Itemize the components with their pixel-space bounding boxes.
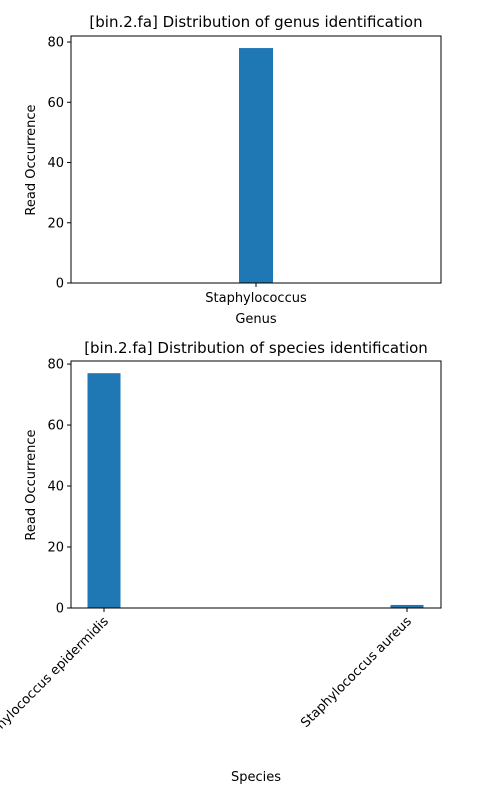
bar-staphylococcus-epidermidis [87,373,121,608]
y-tick-label: 80 [47,36,64,51]
plot-frame [70,360,442,609]
y-tick-label: 60 [47,419,64,434]
x-axis-label: Genus [235,312,277,327]
y-tick-label: 20 [47,216,64,231]
species-chart: [bin.2.fa] Distribution of species ident… [0,339,442,785]
y-axis-label: Read Occurrence [24,429,39,540]
y-tick-label: 20 [47,541,64,556]
bar-staphylococcus-aureus [390,604,424,608]
y-tick-label: 60 [47,96,64,111]
genus-bars: 0 20 40 60 80 Staphylococcus [47,36,307,306]
x-tick-label: Staphylococcus aureus [298,614,415,731]
x-tick-label: Staphylococcus [205,291,307,306]
y-tick-label: 40 [47,480,64,495]
y-tick-label: 0 [56,602,64,617]
genus-chart: [bin.2.fa] Distribution of genus identif… [24,13,442,327]
y-axis-label: Read Occurrence [24,104,39,215]
species-bars: 0 20 40 60 80 Staphylococcus epidermidis Staph… [0,358,424,753]
x-axis-label: Species [231,770,281,785]
y-tick-label: 0 [56,277,64,292]
bar-staphylococcus [239,48,273,283]
x-tick-label: Staphylococcus epidermidis [0,614,112,753]
plot-frame [70,35,442,284]
chart-title: [bin.2.fa] Distribution of species ident… [84,339,428,357]
y-tick-label: 40 [47,156,64,171]
chart-title: [bin.2.fa] Distribution of genus identif… [89,13,422,31]
y-tick-label: 80 [47,358,64,373]
